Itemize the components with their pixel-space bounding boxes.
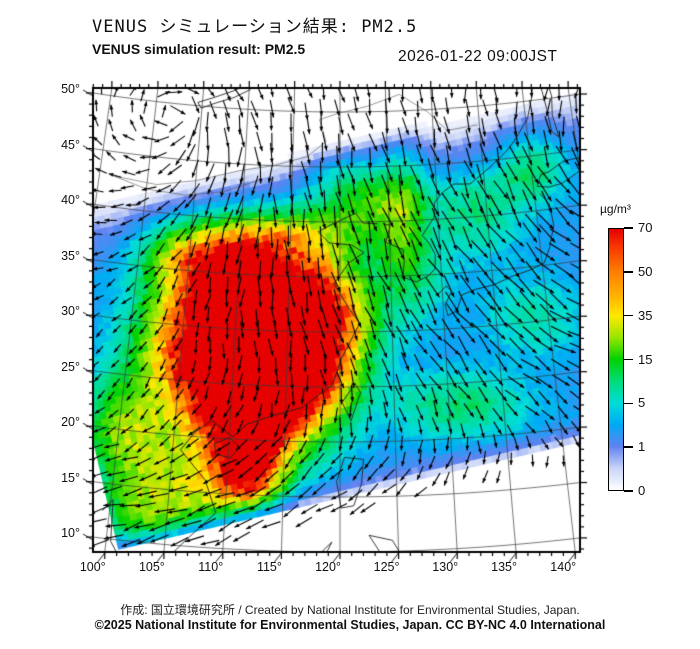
colorbar-tick-value: 1: [638, 439, 646, 455]
lon-axis-label: 115°: [256, 560, 282, 574]
lat-axis-label: 15°: [61, 470, 80, 485]
lon-axis-label: 120°: [315, 560, 341, 574]
lon-axis-label: 125°: [373, 560, 400, 574]
colorbar-tick-value: 35: [638, 307, 653, 323]
lon-axis-label: 135°: [491, 560, 518, 574]
lon-axis-label: 100°: [79, 560, 106, 574]
lat-axis-label: 35°: [61, 248, 80, 263]
credit-line: 作成: 国立環境研究所 / Created by National Instit…: [120, 603, 580, 617]
lat-axis-label: 25°: [61, 359, 80, 374]
colorbar-gradient: [608, 228, 624, 491]
colorbar-tick-value: 0: [638, 483, 646, 498]
page-title-english: VENUS simulation result: PM2.5: [92, 41, 306, 57]
colorbar-tick: [624, 227, 633, 229]
colorbar-tick-value: 15: [638, 351, 653, 367]
colorbar-tick: [624, 402, 633, 405]
colorbar-tick: [624, 271, 633, 273]
colorbar-tick: [624, 446, 633, 448]
colorbar-tick-value: 70: [638, 220, 653, 235]
lon-axis-label: 130°: [432, 560, 459, 574]
lon-axis-label: 105°: [138, 560, 165, 574]
colorbar-tick: [624, 314, 633, 317]
page-title-japanese: VENUS シミュレーション結果: PM2.5: [92, 17, 418, 37]
colorbar-tick: [624, 358, 633, 361]
lon-axis-label: 110°: [198, 560, 224, 574]
lat-axis-label: 50°: [61, 81, 80, 96]
lat-axis-label: 30°: [61, 304, 80, 319]
colorbar-tick-value: 50: [638, 263, 653, 279]
colorbar-tick: [624, 490, 633, 492]
lat-axis-label: 40°: [61, 193, 80, 208]
colorbar-unit-label: µg/m³: [600, 202, 631, 216]
lat-axis-label: 45°: [61, 137, 80, 152]
colorbar-tick-value: 5: [638, 395, 646, 411]
valid-time-label: 2026-01-22 09:00JST: [398, 48, 558, 65]
lon-axis-label: 140°: [550, 560, 577, 574]
lat-axis-label: 10°: [61, 526, 80, 541]
copyright-line: ©2025 National Institute for Environment…: [94, 618, 606, 632]
lat-axis-label: 20°: [61, 415, 80, 430]
